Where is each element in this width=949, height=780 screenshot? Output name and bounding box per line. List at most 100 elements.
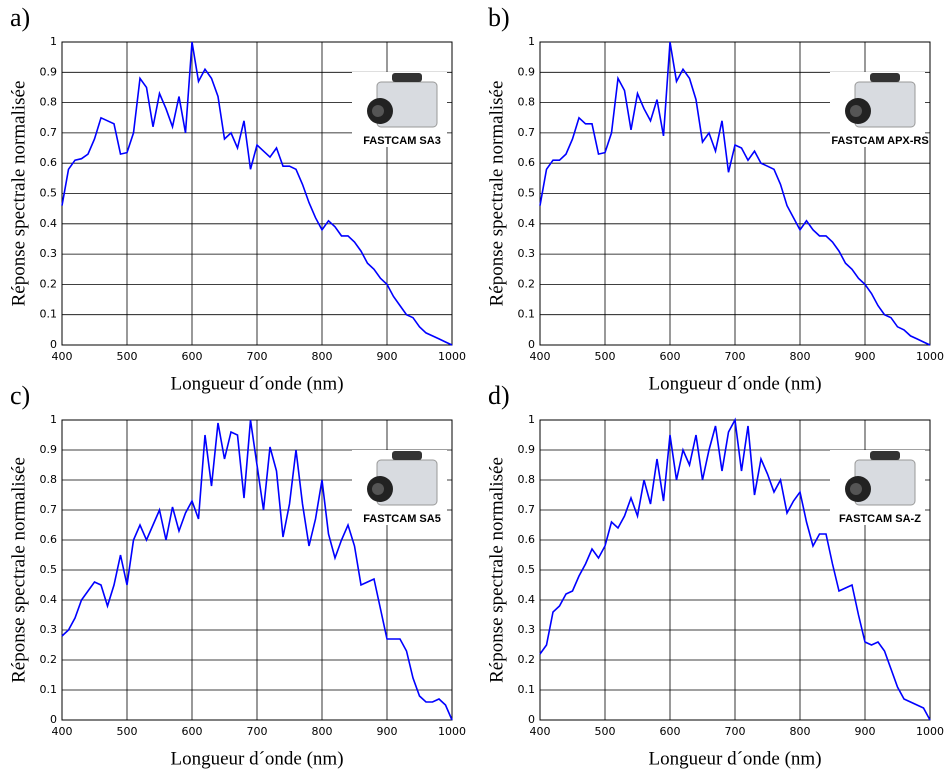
y-tick-label: 0.7 — [518, 503, 536, 516]
y-tick-label: 0.6 — [518, 156, 536, 169]
y-axis-label: Réponse spectrale normalisée — [486, 81, 507, 307]
y-tick-label: 0.8 — [518, 96, 536, 109]
y-tick-label: 0.3 — [40, 247, 58, 260]
x-tick-label: 800 — [312, 725, 333, 738]
camera-icon — [850, 105, 862, 117]
y-tick-label: 1 — [50, 35, 57, 48]
axes-frame — [539, 41, 931, 346]
x-tick-label: 1000 — [916, 725, 944, 738]
x-tick-label: 800 — [790, 725, 811, 738]
x-axis-label: Longueur d´onde (nm) — [648, 373, 821, 394]
y-tick-label: 0.4 — [40, 593, 58, 606]
camera-label: FASTCAM APX-RS — [831, 135, 928, 147]
y-tick-label: 0.7 — [40, 126, 58, 139]
x-tick-label: 900 — [377, 350, 398, 363]
panel-label: b) — [488, 3, 510, 32]
camera-icon — [870, 451, 900, 460]
y-tick-label: 0.4 — [40, 217, 58, 230]
y-tick-label: 0 — [50, 713, 57, 726]
y-tick-label: 0.2 — [40, 277, 58, 290]
panel-label: a) — [10, 3, 30, 32]
y-tick-label: 0.3 — [518, 247, 536, 260]
y-tick-label: 0.9 — [518, 443, 536, 456]
x-tick-label: 700 — [725, 350, 746, 363]
y-tick-label: 1 — [528, 35, 535, 48]
x-tick-label: 900 — [855, 725, 876, 738]
x-tick-label: 800 — [312, 350, 333, 363]
x-tick-label: 400 — [530, 725, 551, 738]
x-tick-label: 600 — [660, 350, 681, 363]
x-tick-label: 700 — [247, 725, 268, 738]
x-tick-label: 400 — [52, 350, 73, 363]
x-tick-label: 500 — [117, 725, 138, 738]
camera-icon — [870, 73, 900, 82]
y-tick-label: 0.7 — [518, 126, 536, 139]
y-tick-label: 0 — [528, 713, 535, 726]
x-tick-label: 600 — [182, 350, 203, 363]
camera-icon — [392, 451, 422, 460]
y-tick-label: 0 — [528, 338, 535, 351]
camera-label: FASTCAM SA-Z — [839, 513, 921, 525]
y-tick-label: 0.8 — [518, 473, 536, 486]
camera-icon — [392, 73, 422, 82]
y-tick-label: 0.1 — [518, 683, 536, 696]
x-tick-label: 700 — [247, 350, 268, 363]
y-tick-label: 0.6 — [518, 533, 536, 546]
panel-label: c) — [10, 381, 30, 410]
camera-label: FASTCAM SA5 — [363, 513, 441, 525]
x-tick-label: 600 — [182, 725, 203, 738]
y-tick-label: 0.2 — [40, 653, 58, 666]
y-axis-label: Réponse spectrale normalisée — [8, 81, 29, 307]
y-tick-label: 0.1 — [40, 308, 58, 321]
y-tick-label: 0.4 — [518, 593, 536, 606]
camera-label: FASTCAM SA3 — [363, 135, 441, 147]
x-tick-label: 600 — [660, 725, 681, 738]
axes-frame — [61, 41, 453, 346]
y-tick-label: 0.5 — [518, 563, 536, 576]
y-tick-label: 0.1 — [518, 308, 536, 321]
y-axis-label: Réponse spectrale normalisée — [486, 457, 507, 683]
y-tick-label: 0.9 — [40, 65, 58, 78]
y-tick-label: 0.1 — [40, 683, 58, 696]
x-tick-label: 400 — [530, 350, 551, 363]
spectral-curve — [539, 41, 931, 346]
x-tick-label: 700 — [725, 725, 746, 738]
y-tick-label: 0.2 — [518, 653, 536, 666]
x-tick-label: 1000 — [916, 350, 944, 363]
panel-label: d) — [488, 381, 510, 410]
camera-icon — [850, 483, 862, 495]
spectral-curve — [61, 41, 453, 346]
x-tick-label: 400 — [52, 725, 73, 738]
y-tick-label: 0.5 — [40, 187, 58, 200]
x-axis-label: Longueur d´onde (nm) — [648, 748, 821, 769]
x-tick-label: 500 — [595, 350, 616, 363]
y-tick-label: 0.6 — [40, 533, 58, 546]
y-tick-label: 0.3 — [518, 623, 536, 636]
y-tick-label: 0.9 — [40, 443, 58, 456]
y-tick-label: 0.3 — [40, 623, 58, 636]
x-axis-label: Longueur d´onde (nm) — [170, 373, 343, 394]
y-tick-label: 0.6 — [40, 156, 58, 169]
y-tick-label: 0.5 — [518, 187, 536, 200]
y-tick-label: 1 — [50, 413, 57, 426]
camera-icon — [372, 483, 384, 495]
x-tick-label: 500 — [595, 725, 616, 738]
x-tick-label: 800 — [790, 350, 811, 363]
y-axis-label: Réponse spectrale normalisée — [8, 457, 29, 683]
y-tick-label: 0.4 — [518, 217, 536, 230]
axes-frame — [61, 419, 453, 721]
y-tick-label: 1 — [528, 413, 535, 426]
x-tick-label: 1000 — [438, 350, 466, 363]
y-tick-label: 0.8 — [40, 473, 58, 486]
y-tick-label: 0.9 — [518, 65, 536, 78]
spectral-curve — [61, 419, 453, 721]
y-tick-label: 0.2 — [518, 277, 536, 290]
x-axis-label: Longueur d´onde (nm) — [170, 748, 343, 769]
spectral-curve — [539, 417, 931, 721]
x-tick-label: 900 — [377, 725, 398, 738]
x-tick-label: 1000 — [438, 725, 466, 738]
x-tick-label: 900 — [855, 350, 876, 363]
x-tick-label: 500 — [117, 350, 138, 363]
y-tick-label: 0.7 — [40, 503, 58, 516]
